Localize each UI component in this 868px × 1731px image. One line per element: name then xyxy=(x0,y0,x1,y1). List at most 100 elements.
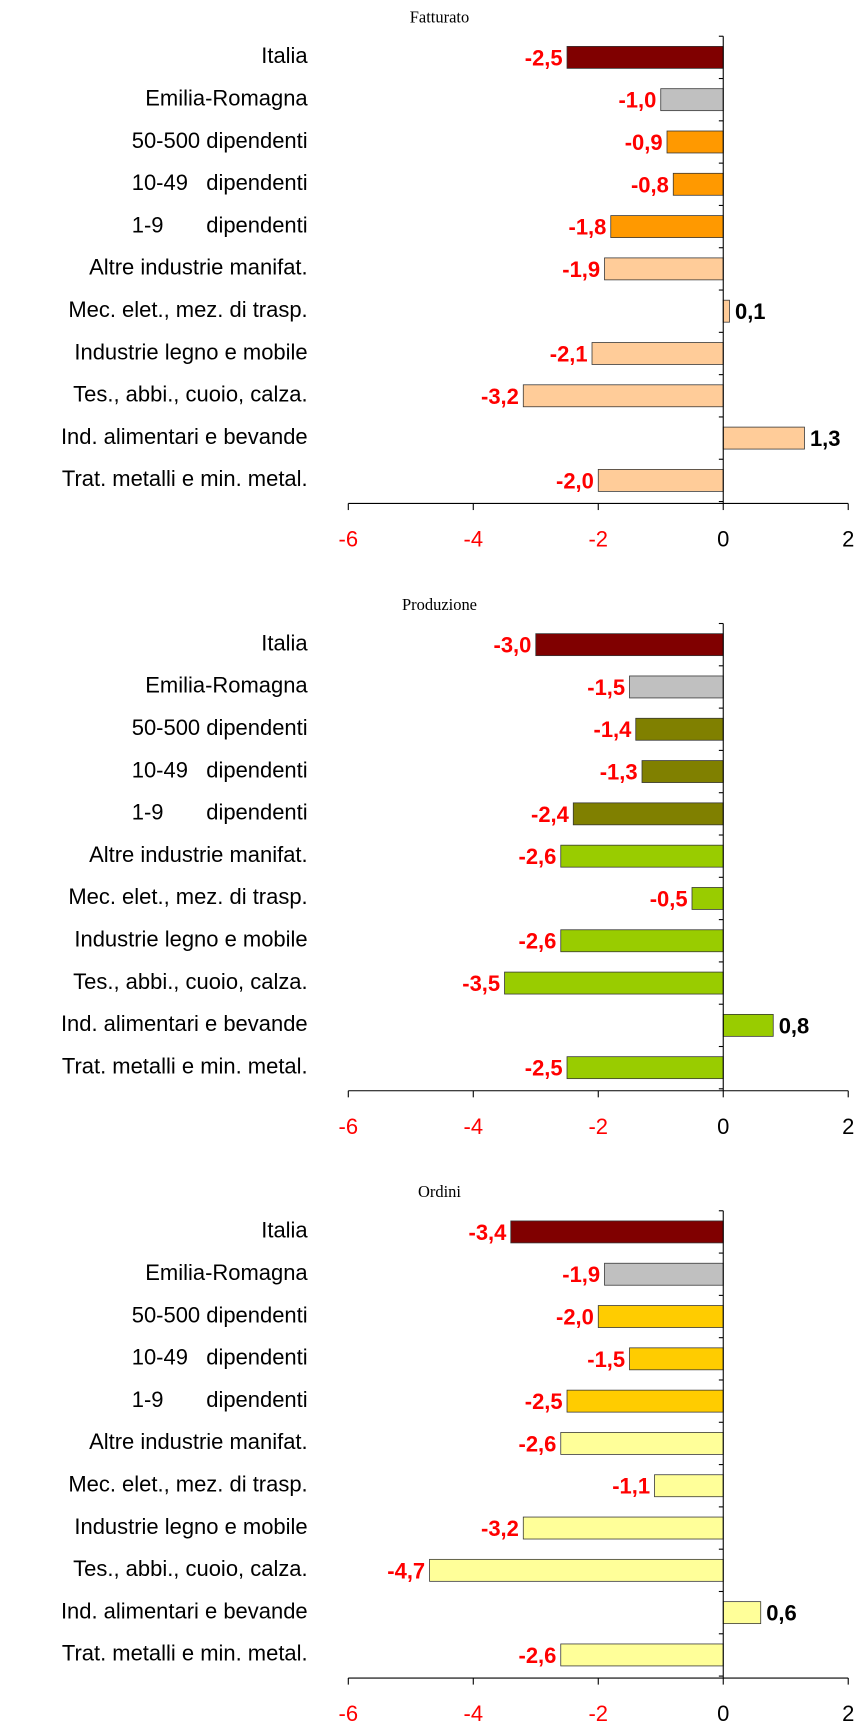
bar xyxy=(566,46,724,69)
value-label: -2,1 xyxy=(550,341,588,366)
x-tick-label: -4 xyxy=(464,1114,484,1139)
category-label: 50-500 dipendenti xyxy=(132,128,308,153)
x-tick-label: -6 xyxy=(339,1114,359,1139)
bar xyxy=(522,1516,724,1540)
category-label: Ind. alimentari e bevande xyxy=(61,1598,308,1623)
bar xyxy=(560,1643,724,1667)
bar xyxy=(429,1558,724,1582)
chart-title: Ordini xyxy=(418,1182,461,1201)
value-label: -2,6 xyxy=(519,1431,557,1456)
bar xyxy=(722,426,805,450)
bar xyxy=(560,1432,724,1455)
category-label: Mec. elet., mez. di trasp. xyxy=(68,1472,307,1497)
bar xyxy=(535,633,724,657)
category-label: Trat. metalli e min. metal. xyxy=(62,466,308,491)
category-label: Italia xyxy=(261,630,308,655)
value-label: -3,2 xyxy=(481,384,519,409)
value-label: -2,0 xyxy=(556,468,594,493)
x-tick-label: -2 xyxy=(588,1701,608,1726)
bar xyxy=(629,1347,724,1371)
category-label: Trat. metalli e min. metal. xyxy=(62,1053,308,1078)
value-label: -0,8 xyxy=(631,172,669,197)
value-label: -2,4 xyxy=(531,802,570,827)
bar xyxy=(597,1305,724,1328)
value-label: 0,1 xyxy=(735,299,766,324)
value-label: 0,6 xyxy=(766,1601,797,1626)
value-label: -2,6 xyxy=(519,929,557,954)
bar xyxy=(566,1389,724,1413)
value-label: -2,5 xyxy=(525,1056,563,1081)
value-label: -3,4 xyxy=(469,1220,508,1245)
category-label: Industrie legno e mobile xyxy=(74,1514,307,1539)
category-label: Trat. metalli e min. metal. xyxy=(62,1641,308,1666)
bar xyxy=(604,1262,724,1286)
bar xyxy=(591,342,724,365)
bar xyxy=(510,1220,724,1244)
bar xyxy=(522,384,724,408)
x-tick-label: -6 xyxy=(339,1701,359,1726)
category-label: Tes., abbi., cuoio, calza. xyxy=(73,969,307,994)
value-label: -0,5 xyxy=(650,886,688,911)
value-label: -2,5 xyxy=(525,1389,563,1414)
category-label: Altre industrie manifat. xyxy=(89,842,308,867)
value-label: -1,3 xyxy=(600,760,638,785)
category-label: Emilia-Romagna xyxy=(145,673,308,698)
x-tick-label: 2 xyxy=(842,527,854,552)
x-tick-label: -2 xyxy=(588,1114,608,1139)
value-label: -2,0 xyxy=(556,1305,594,1330)
bar xyxy=(629,675,724,699)
value-label: 0,8 xyxy=(779,1013,810,1038)
chart-title: Produzione xyxy=(402,595,477,614)
x-tick-label: -4 xyxy=(464,527,484,552)
bar xyxy=(572,802,724,826)
x-tick-label: 0 xyxy=(717,1701,729,1726)
bar xyxy=(654,1474,724,1498)
bar xyxy=(722,299,730,323)
category-label: Mec. elet., mez. di trasp. xyxy=(68,297,307,322)
category-label: 10-49 dipendenti xyxy=(132,757,308,782)
value-label: -1,5 xyxy=(587,675,625,700)
value-label: -1,9 xyxy=(562,257,600,282)
bar xyxy=(604,257,724,281)
value-label: -3,0 xyxy=(494,633,532,658)
x-tick-label: 2 xyxy=(842,1114,854,1139)
category-label: Italia xyxy=(261,1218,308,1243)
value-label: -1,5 xyxy=(587,1347,625,1372)
bar xyxy=(722,1013,774,1037)
chart-title: Fatturato xyxy=(410,8,469,27)
value-label: 1,3 xyxy=(810,426,841,451)
category-label: 10-49 dipendenti xyxy=(132,1345,308,1370)
category-label: Mec. elet., mez. di trasp. xyxy=(68,884,307,909)
value-label: -1,4 xyxy=(594,717,633,742)
bar xyxy=(641,760,724,783)
x-tick-label: 0 xyxy=(717,1114,729,1139)
x-tick-label: -4 xyxy=(464,1701,484,1726)
category-label: Industrie legno e mobile xyxy=(74,339,307,364)
bar xyxy=(566,1056,724,1080)
category-label: Industrie legno e mobile xyxy=(74,927,307,952)
bar xyxy=(666,130,724,154)
bar xyxy=(504,971,724,995)
value-label: -1,9 xyxy=(562,1262,600,1287)
x-tick-label: 2 xyxy=(842,1701,854,1726)
value-label: -4,7 xyxy=(387,1558,425,1583)
category-label: Ind. alimentari e bevande xyxy=(61,424,308,449)
bar xyxy=(610,215,724,238)
bar xyxy=(672,172,724,196)
value-label: -3,5 xyxy=(462,971,500,996)
category-label: 1-9 dipendenti xyxy=(132,1387,308,1412)
x-tick-label: -6 xyxy=(339,527,359,552)
category-label: Altre industrie manifat. xyxy=(89,1429,308,1454)
category-label: Italia xyxy=(261,43,308,68)
category-label: 10-49 dipendenti xyxy=(132,170,308,195)
category-label: 50-500 dipendenti xyxy=(132,715,308,740)
category-label: Tes., abbi., cuoio, calza. xyxy=(73,382,307,407)
bar xyxy=(597,469,724,492)
bar xyxy=(660,88,724,112)
value-label: -1,1 xyxy=(612,1474,650,1499)
category-label: Ind. alimentari e bevande xyxy=(61,1011,308,1036)
value-label: -0,9 xyxy=(625,130,663,155)
value-label: -3,2 xyxy=(481,1516,519,1541)
